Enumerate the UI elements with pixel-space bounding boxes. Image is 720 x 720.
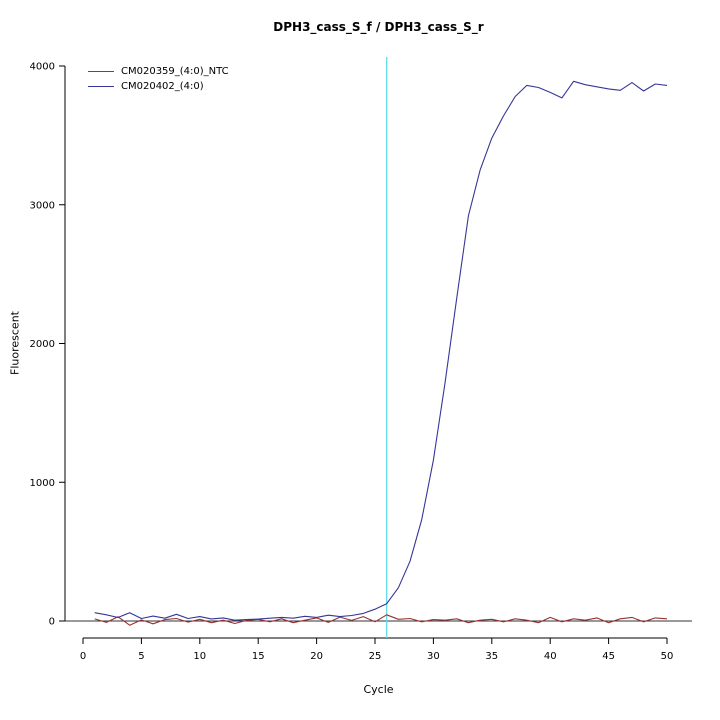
x-tick-label: 20 bbox=[310, 651, 323, 662]
y-axis-label: Fluorescent bbox=[8, 311, 22, 375]
y-tick-label: 4000 bbox=[30, 62, 55, 73]
y-tick-label: 0 bbox=[49, 617, 55, 628]
series-line-0 bbox=[94, 614, 668, 626]
legend-label-sample: CM020402_(4:0) bbox=[121, 81, 204, 92]
legend: CM020359_(4:0)_NTC CM020402_(4:0) bbox=[88, 64, 229, 94]
chart-title: DPH3_cass_S_f / DPH3_cass_S_r bbox=[273, 20, 484, 34]
x-tick-label: 10 bbox=[193, 651, 206, 662]
legend-item-sample: CM020402_(4:0) bbox=[88, 79, 229, 94]
x-tick-label: 35 bbox=[485, 651, 498, 662]
x-axis-label: Cycle bbox=[363, 683, 394, 696]
x-tick-label: 5 bbox=[138, 651, 144, 662]
y-tick-label: 1000 bbox=[30, 478, 55, 489]
x-tick-label: 25 bbox=[369, 651, 382, 662]
x-tick-label: 50 bbox=[661, 651, 674, 662]
x-tick-label: 40 bbox=[544, 651, 557, 662]
legend-label-ntc: CM020359_(4:0)_NTC bbox=[121, 66, 229, 77]
y-tick-label: 3000 bbox=[30, 200, 55, 211]
legend-line-sample bbox=[88, 86, 114, 87]
legend-item-ntc: CM020359_(4:0)_NTC bbox=[88, 64, 229, 79]
y-tick-label: 2000 bbox=[30, 339, 55, 350]
x-tick-label: 30 bbox=[427, 651, 440, 662]
x-tick-label: 15 bbox=[252, 651, 265, 662]
series-line-1 bbox=[94, 80, 668, 621]
x-tick-label: 0 bbox=[80, 651, 86, 662]
x-tick-label: 45 bbox=[602, 651, 615, 662]
legend-line-sample-ntc bbox=[88, 71, 114, 72]
